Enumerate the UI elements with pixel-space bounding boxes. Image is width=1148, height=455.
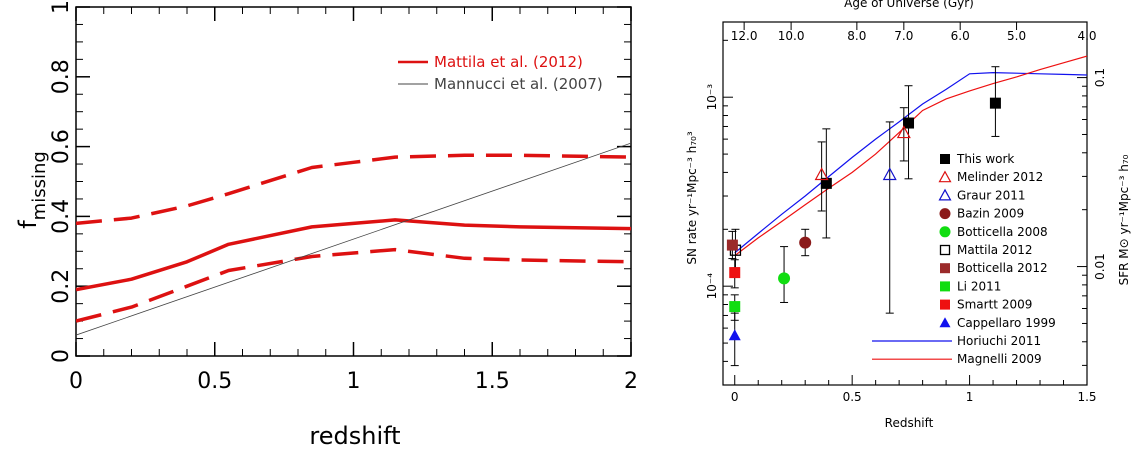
right-y-tick-label: 10⁻⁴ bbox=[705, 273, 719, 300]
right-x-axis-label: Redshift bbox=[885, 416, 934, 430]
right-legend-label: Smartt 2009 bbox=[957, 298, 1032, 312]
left-plot-area: 0 0.5 1 1.5 2 0 0.2 0.4 0.6 0.8 1 Mattila et al. (2… bbox=[49, 0, 638, 394]
right-series-group bbox=[726, 55, 1087, 367]
right-y-axis-label: SN rate yr⁻¹Mpc⁻³ h₇₀³ bbox=[685, 131, 699, 265]
left-series-line-3 bbox=[76, 142, 631, 336]
left-series-group bbox=[76, 142, 631, 336]
left-x-tick-label: 1 bbox=[347, 369, 361, 394]
left-x-tick-label: 1.5 bbox=[475, 369, 510, 394]
right-legend-label: Botticella 2012 bbox=[957, 261, 1048, 275]
left-x-tick-label: 2 bbox=[624, 369, 638, 394]
right-legend-marker bbox=[939, 317, 951, 328]
right-legend-label: Li 2011 bbox=[957, 279, 1001, 293]
left-y-tick-label: 1 bbox=[49, 0, 74, 14]
right-chart: 0 0.5 1 1.5 12.0 10.0 8.0 7.0 6.0 5.0 4.0 10⁻⁴ 10⁻³ 0… bbox=[685, 0, 1131, 430]
right-legend-marker bbox=[940, 281, 950, 292]
right-x-tick-label: 1.5 bbox=[1077, 390, 1096, 404]
right-legend-label: Bazin 2009 bbox=[957, 207, 1024, 221]
right-legend-label: Melinder 2012 bbox=[957, 170, 1043, 184]
right-top-tick-label: 7.0 bbox=[894, 29, 913, 43]
right-legend-marker bbox=[940, 154, 950, 164]
right-x-tick-label: 0.5 bbox=[843, 390, 862, 404]
right-error-bar bbox=[899, 107, 908, 162]
right-top-tick-label: 10.0 bbox=[778, 29, 805, 43]
right-secondary-y-axis-label: SFR M⊙ yr⁻¹Mpc⁻³ h₇₀ bbox=[1117, 154, 1131, 285]
right-top-tick-label: 12.0 bbox=[731, 29, 758, 43]
left-y-axis-label-main: f bbox=[14, 220, 42, 229]
right-data-point-0 bbox=[989, 97, 1001, 109]
right-legend-marker bbox=[939, 244, 951, 256]
right-data-point-1 bbox=[814, 167, 829, 181]
right-data-point-0 bbox=[903, 117, 915, 129]
right-data-point-3 bbox=[799, 236, 812, 249]
left-y-tick-label: 0.8 bbox=[49, 59, 74, 94]
right-legend-label: Mattila 2012 bbox=[957, 243, 1033, 257]
right-top-axis-label: Age of Universe (Gyr) bbox=[844, 0, 974, 10]
right-secondary-tick-label: 0.1 bbox=[1093, 68, 1107, 87]
right-secondary-tick-label: 0.01 bbox=[1093, 253, 1107, 280]
right-y-tick-label: 10⁻³ bbox=[705, 84, 719, 111]
right-data-point-8 bbox=[729, 267, 741, 279]
left-series-line-1 bbox=[76, 153, 631, 226]
left-legend-label: Mannucci et al. (2007) bbox=[434, 75, 603, 93]
right-legend: This work Melinder 2012 Graur 2011 Bazin 20… bbox=[872, 152, 1056, 366]
left-y-axis-label: fmissing bbox=[14, 151, 50, 229]
right-data-point-6 bbox=[726, 239, 738, 251]
right-legend-label: Graur 2011 bbox=[957, 188, 1025, 202]
right-legend-marker bbox=[938, 188, 952, 201]
left-y-tick-label: 0 bbox=[49, 349, 74, 363]
left-y-tick-label: 0.6 bbox=[49, 129, 74, 164]
right-error-bar bbox=[885, 121, 894, 314]
left-y-axis-label-sub: missing bbox=[29, 151, 50, 220]
right-data-point-7 bbox=[729, 301, 741, 313]
right-data-point-9 bbox=[728, 329, 741, 341]
right-data-point-1 bbox=[896, 125, 911, 139]
right-legend-label: Cappellaro 1999 bbox=[957, 316, 1056, 330]
right-legend-label: Botticella 2008 bbox=[957, 225, 1048, 239]
left-legend: Mattila et al. (2012) Mannucci et al. (20… bbox=[398, 53, 603, 93]
right-error-bar bbox=[904, 85, 913, 180]
right-legend-label: This work bbox=[956, 152, 1014, 166]
right-legend-marker bbox=[940, 263, 950, 274]
right-legend-marker bbox=[938, 170, 952, 183]
right-top-tick-label: 4.0 bbox=[1077, 29, 1096, 43]
left-x-tick-label: 0 bbox=[69, 369, 83, 394]
right-data-point-4 bbox=[778, 272, 791, 285]
left-y-tick-label: 0.4 bbox=[49, 199, 74, 234]
right-plot-frame bbox=[722, 21, 1088, 386]
right-error-bar bbox=[817, 141, 826, 212]
right-top-tick-label: 6.0 bbox=[951, 29, 970, 43]
right-x-tick-label: 0 bbox=[731, 390, 739, 404]
right-legend-marker bbox=[940, 299, 950, 310]
right-legend-label: Magnelli 2009 bbox=[957, 352, 1042, 366]
left-series-line-2 bbox=[76, 247, 631, 323]
right-legend-marker bbox=[939, 208, 951, 220]
right-data-point-2 bbox=[882, 167, 897, 181]
left-chart: 0 0.5 1 1.5 2 0 0.2 0.4 0.6 0.8 1 Mattila et al. (2… bbox=[14, 0, 638, 450]
left-x-axis-label: redshift bbox=[309, 422, 400, 450]
left-y-tick-label: 0.2 bbox=[49, 269, 74, 304]
right-legend-marker bbox=[939, 226, 951, 238]
right-top-tick-label: 5.0 bbox=[1007, 29, 1026, 43]
right-x-tick-label: 1 bbox=[966, 390, 974, 404]
left-x-tick-label: 0.5 bbox=[197, 369, 232, 394]
left-legend-label: Mattila et al. (2012) bbox=[434, 53, 583, 71]
svg-text:fmissing: fmissing bbox=[14, 151, 50, 229]
right-legend-label: Horiuchi 2011 bbox=[957, 334, 1041, 348]
right-plot-area: 0 0.5 1 1.5 12.0 10.0 8.0 7.0 6.0 5.0 4.0 10⁻⁴ 10⁻³ 0… bbox=[705, 21, 1107, 404]
left-series-line-0 bbox=[76, 218, 631, 292]
right-top-tick-label: 8.0 bbox=[847, 29, 866, 43]
